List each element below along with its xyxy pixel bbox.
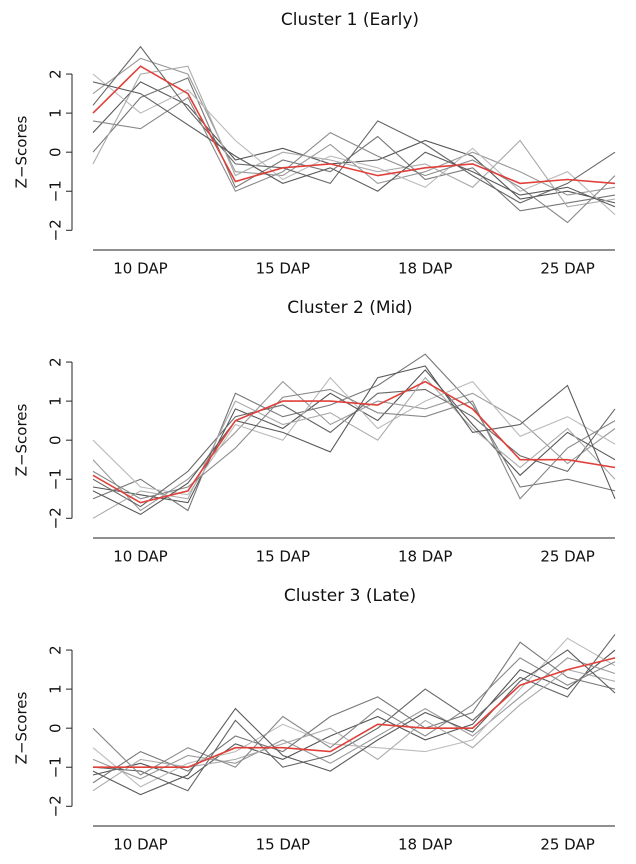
series-line: [92, 45, 616, 204]
series-line: [92, 73, 616, 216]
series-line: [92, 81, 616, 208]
x-tick-label: 15 DAP: [256, 260, 310, 278]
series-line: [92, 65, 616, 185]
y-tick-label: 0: [47, 435, 65, 445]
y-tick-label: 1: [47, 396, 65, 406]
y-axis-title: Z−Scores: [13, 403, 31, 476]
y-tick-label: −2: [47, 219, 65, 241]
series-line: [92, 634, 616, 792]
y-tick-label: 2: [47, 357, 65, 367]
x-tick-label: 18 DAP: [398, 548, 452, 566]
y-tick-label: 2: [47, 645, 65, 655]
y-axis-title: Z−Scores: [13, 115, 31, 188]
series-line: [92, 369, 616, 504]
y-tick-label: −2: [47, 507, 65, 529]
series-line: [92, 96, 616, 224]
x-tick-label: 10 DAP: [113, 836, 167, 854]
x-tick-label: 18 DAP: [398, 836, 452, 854]
series-line: [92, 641, 616, 784]
x-tick-label: 15 DAP: [256, 836, 310, 854]
y-tick-label: 1: [47, 684, 65, 694]
y-axis-title: Z−Scores: [13, 691, 31, 764]
series-line: [92, 388, 616, 500]
series-line: [92, 649, 616, 780]
series-line: [92, 57, 616, 196]
y-tick-label: 0: [47, 147, 65, 157]
series-line: [92, 388, 616, 508]
series-line: [92, 77, 616, 212]
panel: Cluster 1 (Early) Z−Scores −2 −1 0 1 2 10 DAP 15…: [13, 10, 616, 278]
x-tick-label: 25 DAP: [540, 548, 594, 566]
series-line: [92, 353, 616, 512]
y-tick-label: 2: [47, 69, 65, 79]
x-tick-label: 10 DAP: [113, 260, 167, 278]
y-tick-label: 0: [47, 723, 65, 733]
series-line: [92, 65, 616, 208]
series-line: [92, 669, 616, 792]
chart-title: Cluster 1 (Early): [281, 10, 419, 30]
y-tick-label: −1: [47, 468, 65, 490]
series-line: [92, 657, 616, 776]
chart-title: Cluster 3 (Late): [284, 586, 416, 606]
y-tick-label: −1: [47, 756, 65, 778]
series-line: [93, 657, 616, 768]
chart-title: Cluster 2 (Mid): [287, 298, 412, 318]
x-tick-label: 10 DAP: [113, 548, 167, 566]
x-tick-label: 18 DAP: [398, 260, 452, 278]
x-tick-label: 15 DAP: [256, 548, 310, 566]
series-line: [92, 649, 616, 796]
series-line: [92, 380, 616, 504]
series-line: [92, 376, 616, 519]
series-line: [92, 365, 616, 516]
series-line: [92, 657, 616, 780]
y-tick-label: 1: [47, 108, 65, 118]
panel: Cluster 2 (Mid) Z−Scores −2 −1 0 1 2 10 DAP 15 D…: [13, 298, 616, 566]
x-tick-label: 25 DAP: [540, 836, 594, 854]
y-tick-label: −1: [47, 180, 65, 202]
panel: Cluster 3 (Late) Z−Scores −2 −1 0 1 2 10 DAP 15 …: [13, 586, 616, 854]
y-tick-label: −2: [47, 795, 65, 817]
x-tick-label: 25 DAP: [540, 260, 594, 278]
